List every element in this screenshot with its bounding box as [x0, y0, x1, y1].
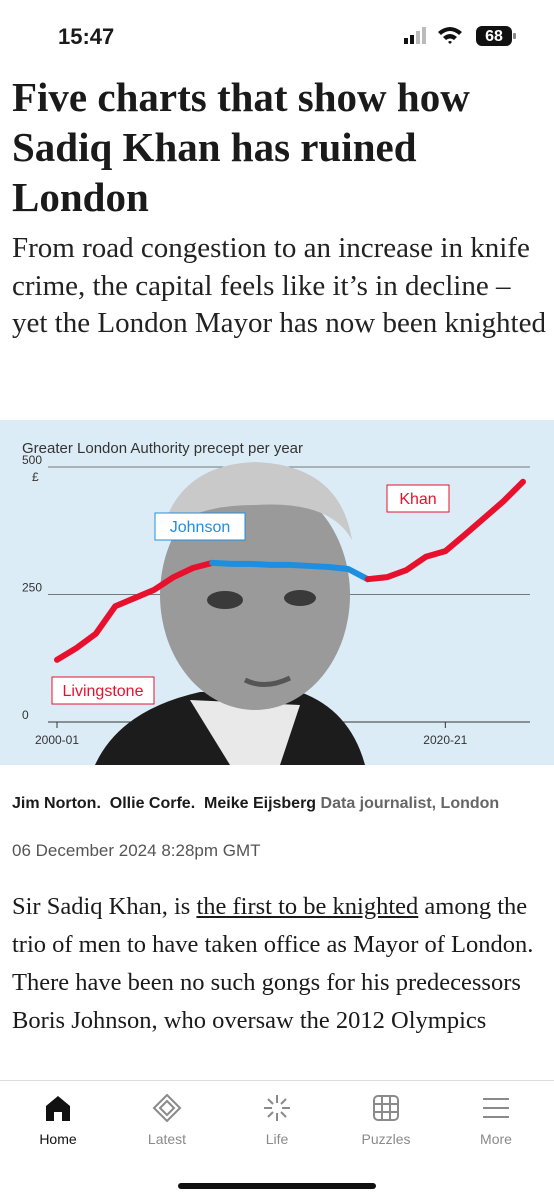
nav-label: Latest — [147, 1131, 187, 1147]
publish-date: 06 December 2024 8:28pm GMT — [12, 841, 261, 860]
home-indicator — [178, 1183, 376, 1189]
standfirst: From road congestion to an increase in k… — [12, 232, 546, 339]
series-label: Khan — [399, 491, 436, 508]
icon-home — [46, 1096, 70, 1121]
series-label: Johnson — [170, 519, 231, 536]
series-line — [209, 559, 371, 583]
author[interactable]: Meike Eijsberg — [204, 795, 317, 812]
status-time: 15:47 — [58, 24, 115, 49]
bottom-nav: Home Latest Life Puzzles More — [0, 1080, 554, 1201]
author-role: Data journalist, London — [320, 795, 500, 812]
nav-life[interactable]: Life — [237, 1093, 317, 1147]
series-line — [364, 478, 526, 583]
body-text: among the trio of men to have taken offi… — [12, 893, 534, 1034]
chart: Greater London Authority precept per yea… — [22, 440, 530, 765]
headline: Five charts that show how Sadiq Khan has… — [12, 74, 470, 220]
y-tick-label: 500 — [22, 453, 42, 467]
y-tick-label: 250 — [22, 581, 42, 595]
author[interactable]: Ollie Corfe. — [109, 795, 196, 812]
series-label: Livingstone — [63, 683, 144, 700]
author[interactable]: Jim Norton. — [12, 795, 101, 812]
icon-more — [483, 1098, 509, 1118]
chart-title: Greater London Authority precept per yea… — [22, 440, 303, 457]
nav-home[interactable]: Home — [18, 1093, 98, 1147]
nav-label: Home — [39, 1131, 77, 1147]
y-unit: £ — [32, 470, 39, 484]
nav-label: Puzzles — [361, 1131, 411, 1147]
body-text: Sir Sadiq Khan, is — [12, 893, 197, 920]
series-label-box — [386, 484, 450, 513]
x-tick-label: 2020-21 — [423, 733, 467, 747]
article-body: Sir Sadiq Khan, is the first to be knigh… — [12, 888, 547, 1040]
battery-level: 68 — [485, 28, 503, 45]
nav-puzzles[interactable]: Puzzles — [346, 1093, 426, 1147]
icon-puzzles — [373, 1095, 399, 1121]
portrait-photo — [95, 462, 365, 765]
nav-label: More — [480, 1131, 512, 1147]
series-label-box — [51, 676, 155, 705]
icon-life — [264, 1095, 290, 1121]
y-tick-label: 0 — [22, 708, 29, 722]
icon-latest — [152, 1093, 182, 1123]
series-line — [54, 559, 216, 663]
nav-label: Life — [265, 1131, 289, 1147]
byline: Jim Norton. Ollie Corfe. Meike Eijsberg … — [12, 792, 547, 816]
series-label-box — [154, 512, 246, 541]
nav-latest[interactable]: Latest — [127, 1093, 207, 1147]
status-icons: 68 — [404, 26, 516, 46]
nav-more[interactable]: More — [456, 1093, 536, 1147]
x-tick-label: 2000-01 — [35, 733, 79, 747]
chart-container: Greater London Authority precept per yea… — [0, 420, 554, 765]
body-link[interactable]: the first to be knighted — [196, 893, 419, 920]
